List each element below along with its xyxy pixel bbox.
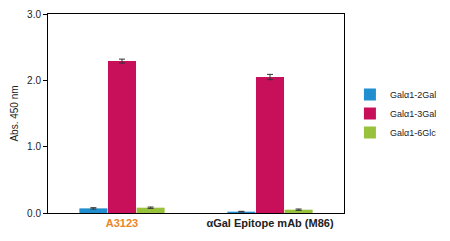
svg-text:3.0: 3.0	[27, 9, 41, 20]
svg-text:Abs. 450 nm: Abs. 450 nm	[9, 85, 20, 141]
svg-text:Galα1-2Gal: Galα1-2Gal	[390, 90, 436, 100]
svg-text:1.0: 1.0	[27, 141, 41, 152]
svg-text:0.0: 0.0	[27, 208, 41, 219]
svg-text:Galα1-6Glc: Galα1-6Glc	[390, 128, 436, 138]
svg-text:αGal Epitope mAb (M86): αGal Epitope mAb (M86)	[206, 217, 333, 229]
svg-text:A3123: A3123	[106, 217, 138, 229]
svg-text:2.0: 2.0	[27, 75, 41, 86]
svg-text:Galα1-3Gal: Galα1-3Gal	[390, 109, 436, 119]
